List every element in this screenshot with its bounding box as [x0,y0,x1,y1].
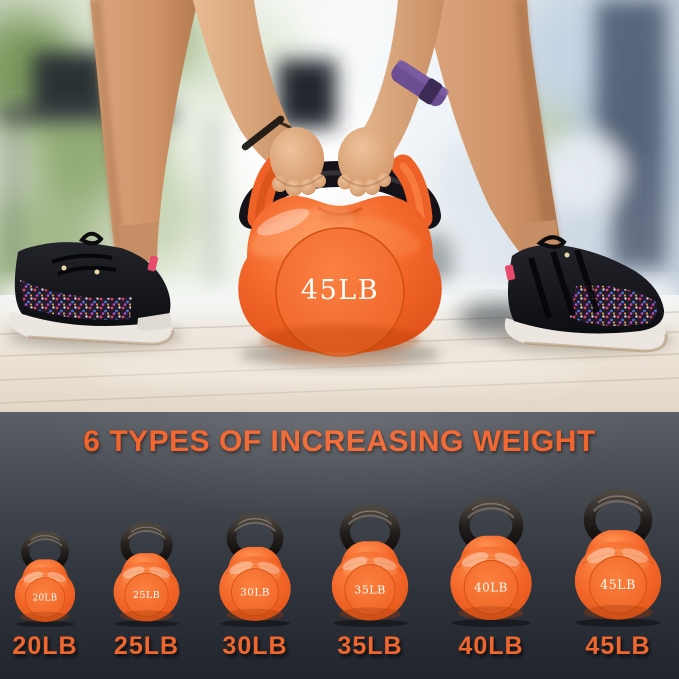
kettlebell-graphic: 20LB [8,530,82,627]
kettlebell-body-label: 35LB [354,583,386,596]
kettlebell-option-25lb: 25LB 25LB [106,521,187,661]
weight-caption: 35LB [337,632,403,660]
weight-caption: 30LB [222,632,288,660]
left-heel-tab [147,255,159,272]
gripping-hands [269,127,395,197]
weight-caption: 25LB [113,632,180,660]
hero-kettlebell-bell: 45LB [238,195,442,366]
kettlebell-graphic: 40LB [441,496,541,627]
kettlebell-option-35lb: 35LB 35LB [323,504,417,661]
weight-caption: 20LB [12,632,78,660]
gym-photo-graphic: 45LB [0,0,679,412]
fitness-band [391,59,449,107]
left-shoe [7,222,183,348]
weight-caption: 40LB [458,632,524,660]
weight-caption: 45LB [585,632,651,660]
kettlebell-option-45lb: 45LB 45LB [565,488,671,661]
kettlebell-option-30lb: 30LB 30LB [211,512,299,661]
kettlebell-graphic: 30LB [211,512,299,627]
kettlebell-body-label: 30LB [240,587,270,599]
kettlebell-row: 20LB 20LB 25LB 25LB 30LB 30LB [0,488,679,661]
kettlebell-graphic: 45LB [565,488,671,627]
right-heel-tab [505,264,516,281]
kettlebell-body-label: 25LB [133,590,160,601]
kettlebell-body-label: 45LB [600,577,636,592]
kettlebell-graphic: 35LB [323,504,417,627]
kettlebell-body-label: 40LB [474,580,508,594]
athlete-legs [90,0,562,267]
right-shoe [497,220,673,353]
right-fist [337,127,395,197]
left-fist [269,127,326,197]
kettlebell-graphic: 25LB [106,521,187,627]
hero-kettlebell-handle [239,154,441,230]
band-clasp [418,78,442,105]
kettlebell-body-label: 20LB [33,594,58,604]
kettlebell-option-20lb: 20LB 20LB [8,530,82,661]
blurred-monitor-center [278,60,336,128]
kettlebell-option-40lb: 40LB 40LB [441,496,541,661]
hero-weight-text: 45LB [301,275,379,306]
gym-photo-section: 45LB [0,0,679,412]
blurred-treadmill [596,0,666,150]
weight-options-panel: 6 TYPES OF INCREASING WEIGHT [0,412,679,679]
section-title: 6 TYPES OF INCREASING WEIGHT [83,425,596,458]
